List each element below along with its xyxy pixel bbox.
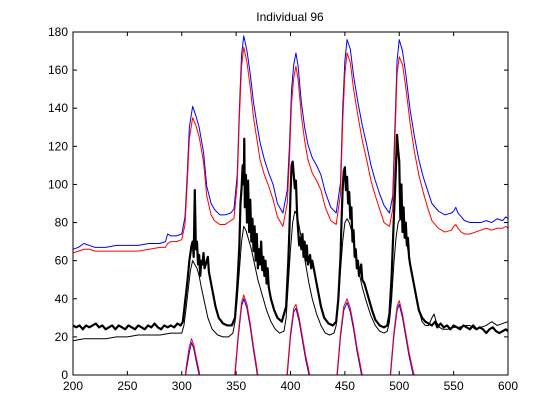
y-tick-label: 80 — [55, 216, 69, 230]
y-tick-label: 120 — [48, 139, 68, 153]
x-tick-label: 450 — [335, 379, 355, 393]
series-line-4 — [73, 210, 508, 342]
y-tick-label: 160 — [48, 63, 68, 77]
y-tick-label: 40 — [55, 292, 69, 306]
x-axis: 200 250 300 350 400 450 500 550 600 — [63, 32, 518, 393]
chart-title: Individual 96 — [256, 10, 324, 24]
y-tick-label: 20 — [55, 330, 69, 344]
y-tick-label: 180 — [48, 25, 68, 39]
x-tick-label: 500 — [389, 379, 409, 393]
x-tick-label: 200 — [63, 379, 83, 393]
y-tick-label: 140 — [48, 101, 68, 115]
x-tick-label: 600 — [498, 379, 518, 393]
series-layer — [73, 35, 508, 375]
x-tick-label: 350 — [226, 379, 246, 393]
x-tick-label: 400 — [280, 379, 300, 393]
x-tick-label: 250 — [117, 379, 137, 393]
series-line-6 — [184, 294, 415, 375]
x-tick-label: 300 — [172, 379, 192, 393]
y-tick-label: 60 — [55, 254, 69, 268]
series-line-2 — [73, 46, 508, 254]
y-tick-label: 100 — [48, 177, 68, 191]
series-line-3 — [73, 133, 508, 335]
y-tick-label: 0 — [61, 368, 68, 382]
y-axis: 0 20 40 60 80 100 120 140 160 180 — [48, 25, 508, 382]
x-tick-label: 550 — [444, 379, 464, 393]
